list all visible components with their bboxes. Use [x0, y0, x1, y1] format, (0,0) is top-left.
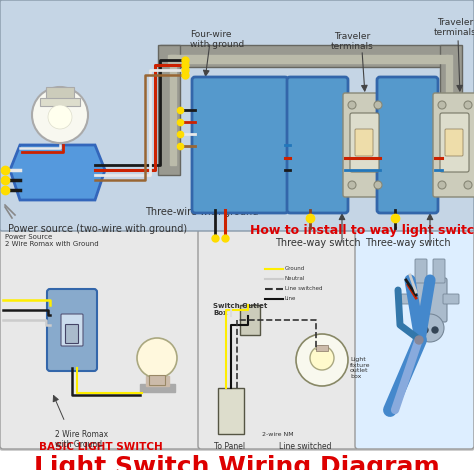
Circle shape — [464, 181, 472, 189]
FancyBboxPatch shape — [377, 77, 438, 213]
Text: 2 Wire Romax
with Ground: 2 Wire Romax with Ground — [55, 430, 108, 449]
Bar — [160, 45, 458, 67]
Text: Light Switch Wiring Diagram: Light Switch Wiring Diagram — [34, 455, 440, 470]
Text: Power Source
2 Wire Romax with Ground: Power Source 2 Wire Romax with Ground — [5, 234, 99, 247]
Text: Line: Line — [285, 297, 296, 301]
Circle shape — [310, 346, 334, 370]
Bar — [170, 55, 176, 165]
Circle shape — [374, 181, 382, 189]
Text: 2-wire NM: 2-wire NM — [262, 432, 294, 437]
Bar — [40, 98, 80, 106]
FancyBboxPatch shape — [350, 113, 379, 172]
Text: Traveler
terminals: Traveler terminals — [434, 18, 474, 38]
Text: Three-wire with ground: Three-wire with ground — [145, 207, 258, 217]
Bar — [168, 55, 448, 63]
Circle shape — [438, 181, 446, 189]
Circle shape — [416, 314, 444, 342]
Circle shape — [137, 338, 177, 378]
FancyBboxPatch shape — [0, 228, 474, 450]
FancyBboxPatch shape — [445, 129, 463, 156]
Circle shape — [432, 327, 438, 333]
FancyBboxPatch shape — [415, 259, 427, 283]
Bar — [158, 45, 180, 175]
FancyBboxPatch shape — [443, 294, 459, 304]
FancyBboxPatch shape — [440, 113, 469, 172]
FancyBboxPatch shape — [47, 289, 97, 371]
Text: Traveler
terminals: Traveler terminals — [331, 32, 374, 51]
Circle shape — [415, 336, 423, 344]
FancyBboxPatch shape — [316, 345, 328, 351]
FancyBboxPatch shape — [46, 87, 74, 99]
Text: Ground: Ground — [285, 266, 305, 272]
FancyBboxPatch shape — [149, 375, 165, 385]
FancyBboxPatch shape — [355, 129, 373, 156]
Polygon shape — [10, 145, 105, 200]
FancyBboxPatch shape — [433, 93, 474, 197]
Bar — [146, 376, 169, 386]
FancyBboxPatch shape — [343, 93, 387, 197]
FancyBboxPatch shape — [240, 305, 260, 335]
Circle shape — [422, 327, 428, 333]
FancyBboxPatch shape — [198, 229, 358, 449]
Circle shape — [348, 181, 356, 189]
Circle shape — [296, 334, 348, 386]
Text: To Panel: To Panel — [214, 442, 246, 451]
Text: Line switched: Line switched — [285, 287, 322, 291]
Text: BASIC LIGHT SWITCH: BASIC LIGHT SWITCH — [38, 442, 163, 452]
Text: Light
fixture
outlet
box: Light fixture outlet box — [350, 357, 371, 379]
Circle shape — [374, 101, 382, 109]
Text: How to install to way light switch: How to install to way light switch — [250, 224, 474, 237]
FancyBboxPatch shape — [433, 259, 445, 283]
Text: Three-way switch: Three-way switch — [275, 238, 361, 248]
FancyBboxPatch shape — [61, 314, 83, 346]
Circle shape — [48, 105, 72, 129]
Circle shape — [32, 87, 88, 143]
Circle shape — [348, 101, 356, 109]
FancyBboxPatch shape — [413, 278, 447, 322]
FancyBboxPatch shape — [65, 324, 79, 344]
Text: Power source (two-wire with ground): Power source (two-wire with ground) — [8, 224, 187, 234]
Text: Line switched: Line switched — [279, 442, 331, 451]
Text: Four-wire
with ground: Four-wire with ground — [190, 30, 244, 49]
FancyBboxPatch shape — [218, 388, 244, 434]
Circle shape — [464, 101, 472, 109]
FancyBboxPatch shape — [355, 229, 474, 449]
Bar — [140, 384, 175, 392]
FancyBboxPatch shape — [287, 77, 348, 213]
Bar — [440, 45, 462, 175]
FancyBboxPatch shape — [192, 77, 288, 213]
Text: Switch Outlet
Box: Switch Outlet Box — [213, 303, 267, 316]
Circle shape — [438, 101, 446, 109]
Text: Three-way switch: Three-way switch — [365, 238, 451, 248]
FancyBboxPatch shape — [401, 294, 417, 304]
Bar — [446, 55, 452, 165]
FancyBboxPatch shape — [0, 229, 201, 449]
Text: Neutral: Neutral — [285, 276, 305, 282]
FancyBboxPatch shape — [0, 0, 474, 231]
